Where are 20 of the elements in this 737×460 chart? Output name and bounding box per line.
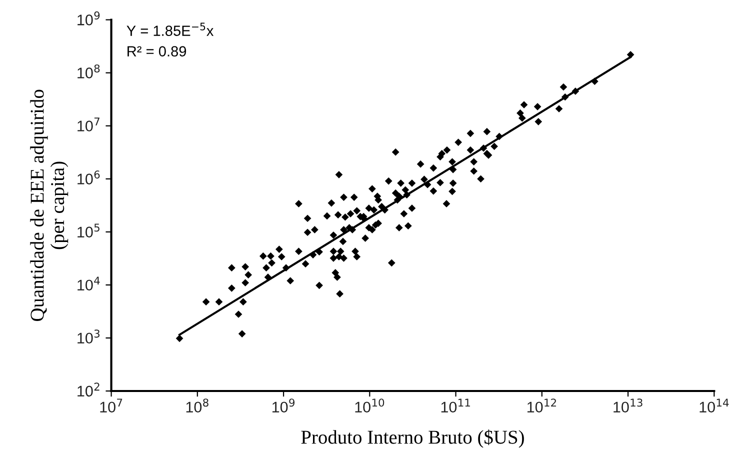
x-tick-label: 10$^{14}$ [700,398,729,413]
y-tick-label: 10$^{4}$ [78,276,100,291]
y-tick-label: 10$^{5}$ [78,224,100,238]
annotation: R² = 0.89 [128,46,186,56]
x-tick-label: 10$^{12}$ [527,398,556,413]
y-tick-label: 10$^{7}$ [78,118,100,132]
x-tick-label: 10$^{13}$ [614,398,642,413]
y-axis-title: Quantidade de EEE adquirido (per capita) [30,90,68,321]
x-tick-label: 10$^{10}$ [355,398,384,413]
y-tick-label: 10$^{6}$ [78,170,100,184]
y-tick-label: 10$^{3}$ [78,330,100,344]
y-tick-label: 10$^{8}$ [78,64,100,78]
y-tick-label: 10$^{2}$ [78,382,100,397]
x-tick-label: 10$^{9}$ [272,398,295,413]
x-tick-label: 10$^{7}$ [100,398,122,413]
x-tick-label: 10$^{11}$ [441,398,470,413]
x-tick-label: 10$^{8}$ [186,398,208,413]
annotation: Y = 1.85E$^{−5}$x [126,22,214,36]
x-axis-title: Produto Interno Bruto ($US) [301,430,524,448]
y-tick-label: 10$^{9}$ [78,11,100,26]
